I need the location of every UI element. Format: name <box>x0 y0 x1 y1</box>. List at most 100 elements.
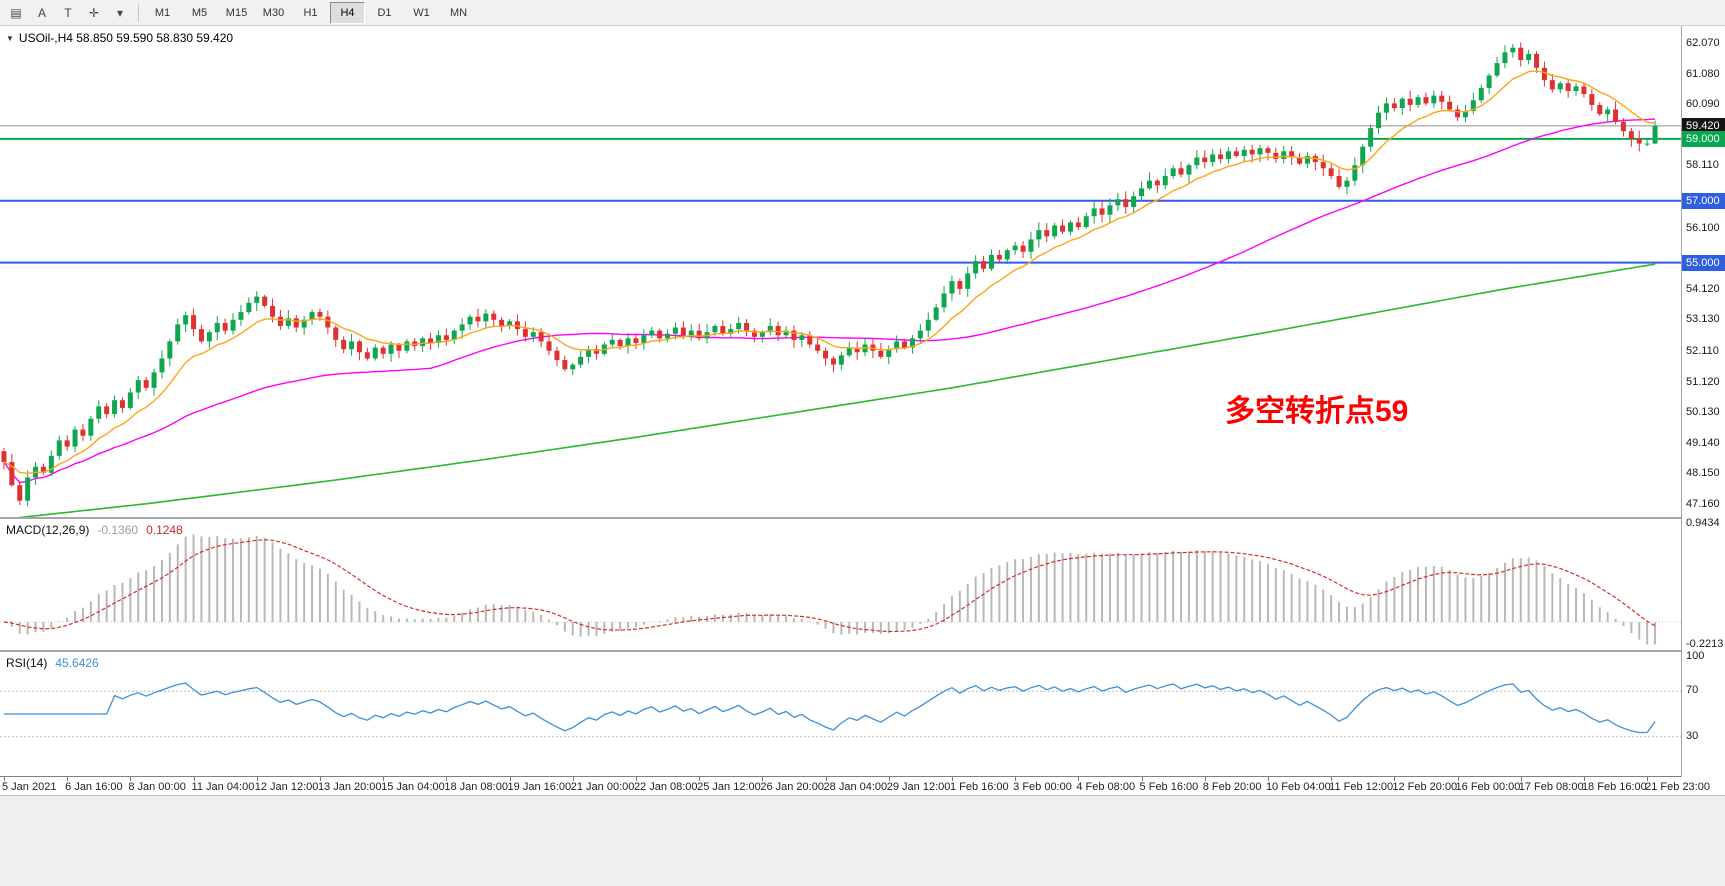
time-tick <box>319 777 321 781</box>
timeframe-button-d1[interactable]: D1 <box>377 6 392 19</box>
crosshair-tool-icon[interactable]: ✛ <box>88 5 100 20</box>
time-axis-label: 28 Jan 04:00 <box>823 781 888 793</box>
cursor-tool-icon[interactable]: A <box>37 5 46 20</box>
bottom-panel <box>0 795 1725 886</box>
time-tick <box>1647 777 1649 781</box>
time-axis-label: 6 Jan 16:00 <box>65 781 123 793</box>
price-axis-label: 58.110 <box>1686 159 1719 172</box>
rsi-axis-label: 30 <box>1686 729 1699 742</box>
time-axis-label: 18 Jan 08:00 <box>444 781 508 793</box>
time-tick <box>1457 777 1459 781</box>
time-axis-label: 25 Jan 12:00 <box>697 781 761 793</box>
time-axis-label: 21 Feb 23:00 <box>1645 781 1710 793</box>
rsi-canvas[interactable] <box>0 652 1681 776</box>
price-badge-59.000: 59.000 <box>1682 130 1725 147</box>
timeframe-button-mn[interactable]: MN <box>449 6 468 19</box>
time-tick <box>1141 777 1143 781</box>
macd-axis-label: -0.2213 <box>1686 638 1724 650</box>
timeframe-button-group: M1 M5 M15 M30 H1 H4 D1 W1 MN <box>144 1 477 24</box>
one-click-trading-toggle-icon[interactable]: ▼ <box>6 33 14 43</box>
time-axis-label: 11 Feb 12:00 <box>1329 781 1394 793</box>
time-axis-label: 1 Feb 16:00 <box>949 781 1009 793</box>
price-badge-57.000: 57.000 <box>1682 192 1725 209</box>
timeframe-button-m1[interactable]: M1 <box>154 6 171 19</box>
macd-value-main: -0.1360 <box>97 523 139 537</box>
time-axis-label: 8 Feb 20:00 <box>1202 781 1262 793</box>
time-tick <box>383 777 385 781</box>
price-axis-label: 52.110 <box>1686 344 1719 357</box>
time-axis-label: 15 Jan 04:00 <box>381 781 445 793</box>
timeframe-button-m5[interactable]: M5 <box>191 6 208 19</box>
timeframe-button-m30[interactable]: M30 <box>262 6 285 19</box>
time-axis[interactable]: 5 Jan 2021 6 Jan 16:00 8 Jan 00:00 11 Jan 0… <box>0 777 1725 795</box>
time-axis-label: 12 Feb 20:00 <box>1392 781 1458 793</box>
symbol-ohlc-text: USOil-,H4 58.850 59.590 58.830 59.420 <box>18 31 234 45</box>
timeframe-button-h4[interactable]: H4 <box>330 1 365 24</box>
chart-header: ▼ USOil-,H4 58.850 59.590 58.830 59.420 <box>6 31 233 45</box>
time-tick <box>1394 777 1396 781</box>
time-axis-label: 17 Feb 08:00 <box>1518 781 1584 793</box>
time-axis-label: 19 Jan 16:00 <box>507 781 572 793</box>
time-tick <box>951 777 953 781</box>
rsi-header: RSI(14) 45.6426 <box>6 656 99 670</box>
price-axis[interactable]: 62.070 61.080 60.090 58.110 56.100 54.120 53.1… <box>1681 26 1725 777</box>
time-axis-label: 11 Jan 04:00 <box>191 781 255 793</box>
price-chart-canvas[interactable] <box>0 26 1681 517</box>
macd-axis-label: 0.9434 <box>1686 517 1720 529</box>
chart-window-icon[interactable]: ▤ <box>10 5 22 20</box>
time-tick <box>1331 777 1333 781</box>
time-tick <box>1267 777 1269 781</box>
price-axis-label: 50.130 <box>1686 406 1720 419</box>
toolbar: ▤ A T ✛ ▾ M1 M5 M15 M30 H1 H4 D1 W1 MN <box>0 0 1725 26</box>
time-tick <box>193 777 195 781</box>
macd-pane[interactable]: MACD(12,26,9) -0.1360 0.1248 <box>0 519 1681 652</box>
text-tool-icon[interactable]: T <box>64 5 72 20</box>
timeframe-button-m15[interactable]: M15 <box>225 6 248 19</box>
time-axis-label: 4 Feb 08:00 <box>1076 781 1136 793</box>
time-tick <box>888 777 890 781</box>
timeframe-button-h1[interactable]: H1 <box>303 6 318 19</box>
macd-header: MACD(12,26,9) -0.1360 0.1248 <box>6 523 183 537</box>
time-tick <box>1015 777 1017 781</box>
chart-annotation-text[interactable]: 多空转折点59 <box>1225 395 1409 428</box>
time-axis-label: 18 Feb 16:00 <box>1581 781 1647 793</box>
price-chart-pane[interactable]: ▼ USOil-,H4 58.850 59.590 58.830 59.420 … <box>0 26 1681 519</box>
price-axis-label: 62.070 <box>1686 37 1720 49</box>
price-axis-label: 56.100 <box>1686 221 1720 234</box>
time-tick <box>3 777 5 781</box>
rsi-axis-label: 70 <box>1686 684 1699 697</box>
rsi-axis-label: 100 <box>1686 650 1705 662</box>
macd-canvas[interactable] <box>0 519 1681 650</box>
time-tick <box>699 777 701 781</box>
macd-value-signal: 0.1248 <box>146 523 183 537</box>
time-axis-label: 29 Jan 12:00 <box>886 781 951 793</box>
time-axis-label: 21 Jan 00:00 <box>570 781 635 793</box>
price-axis-label: 54.120 <box>1686 282 1720 295</box>
time-axis-label: 26 Jan 20:00 <box>760 781 824 793</box>
chart-area: ▼ USOil-,H4 58.850 59.590 58.830 59.420 … <box>0 26 1725 795</box>
price-axis-label: 48.150 <box>1686 467 1720 480</box>
toolbar-separator <box>138 3 139 22</box>
price-axis-label: 49.140 <box>1686 436 1720 449</box>
rsi-pane[interactable]: RSI(14) 45.6426 <box>0 652 1681 777</box>
time-tick <box>446 777 448 781</box>
time-tick <box>1078 777 1080 781</box>
time-tick <box>825 777 827 781</box>
timeframe-button-w1[interactable]: W1 <box>413 6 430 19</box>
price-axis-label: 53.130 <box>1686 313 1720 326</box>
time-tick <box>635 777 637 781</box>
time-axis-label: 22 Jan 08:00 <box>633 781 698 793</box>
time-tick <box>509 777 511 781</box>
time-axis-label: 16 Feb 00:00 <box>1455 781 1521 793</box>
time-axis-label: 3 Feb 00:00 <box>1013 781 1072 793</box>
dropdown-caret-icon[interactable]: ▾ <box>116 5 124 20</box>
price-badge-59.420: 59.420 <box>1682 117 1725 134</box>
time-axis-label: 10 Feb 04:00 <box>1265 781 1331 793</box>
price-axis-label: 60.090 <box>1686 98 1720 111</box>
time-tick <box>762 777 764 781</box>
rsi-value: 45.6426 <box>55 656 99 670</box>
time-tick <box>1204 777 1206 781</box>
time-axis-label: 5 Jan 2021 <box>2 781 57 793</box>
price-axis-label: 61.080 <box>1686 67 1720 80</box>
